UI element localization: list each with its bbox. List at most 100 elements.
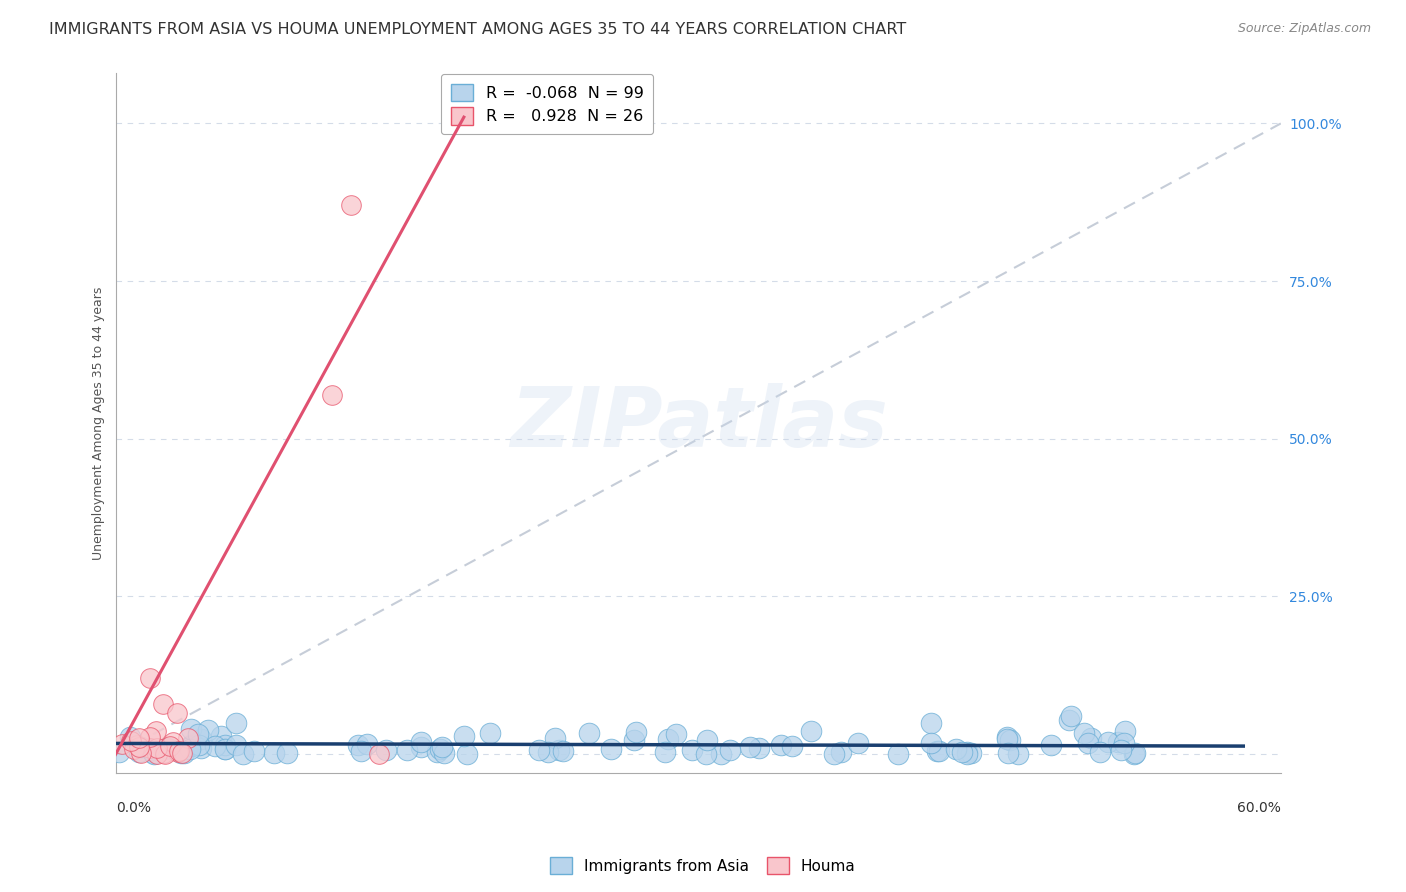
Point: [396, 743, 419, 757]
Point: [429, 742, 451, 756]
Text: IMMIGRANTS FROM ASIA VS HOUMA UNEMPLOYMENT AMONG AGES 35 TO 44 YEARS CORRELATION: IMMIGRANTS FROM ASIA VS HOUMA UNEMPLOYME…: [49, 22, 907, 37]
Point: [537, 746, 560, 760]
Point: [1080, 731, 1102, 745]
Point: [197, 723, 219, 737]
Point: [347, 738, 370, 752]
Point: [1073, 726, 1095, 740]
Point: [108, 745, 131, 759]
Point: [681, 743, 703, 757]
Point: [159, 739, 181, 753]
Point: [456, 747, 478, 761]
Point: [209, 729, 232, 743]
Point: [740, 740, 762, 755]
Point: [529, 743, 551, 757]
Point: [409, 735, 432, 749]
Point: [128, 731, 150, 745]
Point: [368, 747, 391, 761]
Point: [356, 737, 378, 751]
Point: [998, 732, 1021, 747]
Point: [139, 672, 162, 686]
Point: [340, 198, 363, 212]
Point: [1077, 736, 1099, 750]
Point: [426, 745, 449, 759]
Point: [479, 725, 502, 739]
Point: [544, 731, 567, 745]
Point: [718, 743, 741, 757]
Point: [956, 747, 979, 761]
Point: [548, 742, 571, 756]
Point: [243, 744, 266, 758]
Point: [146, 747, 169, 761]
Text: Source: ZipAtlas.com: Source: ZipAtlas.com: [1237, 22, 1371, 36]
Point: [578, 726, 600, 740]
Point: [170, 746, 193, 760]
Point: [177, 731, 200, 745]
Point: [950, 745, 973, 759]
Point: [920, 716, 942, 731]
Point: [830, 745, 852, 759]
Y-axis label: Unemployment Among Ages 35 to 44 years: Unemployment Among Ages 35 to 44 years: [93, 286, 105, 559]
Point: [823, 747, 845, 761]
Point: [945, 742, 967, 756]
Point: [665, 727, 688, 741]
Point: [180, 722, 202, 736]
Point: [887, 747, 910, 761]
Point: [173, 746, 195, 760]
Point: [180, 739, 202, 754]
Point: [129, 746, 152, 760]
Point: [657, 731, 679, 746]
Point: [928, 744, 950, 758]
Point: [225, 715, 247, 730]
Point: [139, 731, 162, 745]
Point: [696, 733, 718, 747]
Point: [153, 747, 176, 761]
Point: [128, 745, 150, 759]
Point: [997, 746, 1019, 760]
Point: [1114, 736, 1136, 750]
Point: [124, 742, 146, 756]
Point: [156, 740, 179, 755]
Point: [748, 740, 770, 755]
Point: [995, 731, 1018, 746]
Point: [626, 725, 648, 739]
Legend: Immigrants from Asia, Houma: Immigrants from Asia, Houma: [544, 851, 862, 880]
Point: [180, 739, 202, 753]
Point: [430, 739, 453, 754]
Point: [1040, 738, 1063, 752]
Point: [145, 741, 167, 756]
Point: [170, 747, 193, 761]
Point: [995, 731, 1018, 745]
Point: [1109, 742, 1132, 756]
Point: [204, 739, 226, 754]
Point: [214, 741, 236, 756]
Point: [111, 738, 134, 752]
Point: [1097, 735, 1119, 749]
Point: [800, 723, 823, 738]
Point: [214, 738, 236, 752]
Point: [145, 724, 167, 739]
Text: 0.0%: 0.0%: [117, 801, 152, 815]
Point: [162, 735, 184, 749]
Point: [321, 387, 343, 401]
Point: [214, 741, 236, 756]
Point: [187, 727, 209, 741]
Point: [120, 734, 142, 748]
Point: [153, 746, 176, 760]
Point: [179, 742, 201, 756]
Legend: R =  -0.068  N = 99, R =   0.928  N = 26: R = -0.068 N = 99, R = 0.928 N = 26: [441, 74, 654, 135]
Point: [710, 747, 733, 761]
Point: [782, 739, 804, 753]
Point: [551, 744, 574, 758]
Point: [143, 747, 166, 761]
Point: [433, 746, 456, 760]
Point: [190, 732, 212, 747]
Point: [167, 744, 190, 758]
Point: [138, 741, 160, 756]
Point: [225, 738, 247, 752]
Point: [1060, 709, 1083, 723]
Text: ZIPatlas: ZIPatlas: [510, 383, 887, 464]
Point: [1107, 735, 1129, 749]
Point: [623, 732, 645, 747]
Point: [374, 743, 396, 757]
Point: [599, 742, 621, 756]
